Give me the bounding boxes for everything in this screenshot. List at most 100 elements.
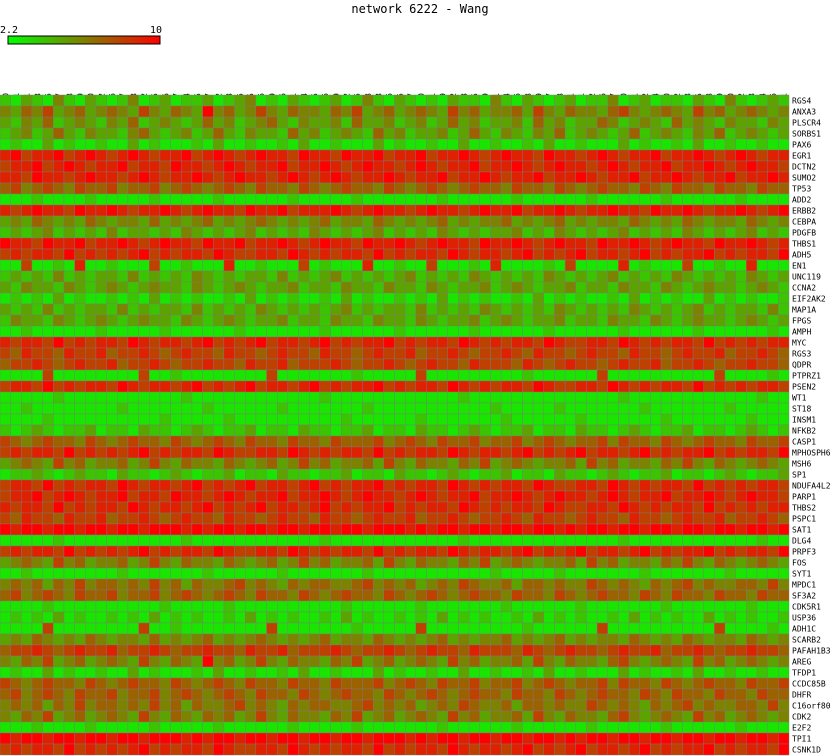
heatmap-cell (490, 567, 502, 580)
heatmap-cell (127, 248, 139, 261)
heatmap-cell (245, 116, 257, 129)
heatmap-cell (21, 204, 33, 217)
heatmap-cell (287, 215, 299, 228)
heatmap-cell (394, 325, 406, 338)
heatmap-cell (714, 182, 726, 195)
heatmap-cell (650, 237, 662, 250)
heatmap-cell (522, 567, 534, 580)
heatmap-cell (10, 468, 22, 481)
heatmap-cell (127, 622, 139, 635)
heatmap-cell (309, 512, 321, 525)
heatmap-cell (53, 589, 65, 602)
heatmap-cell (703, 303, 715, 316)
heatmap-cell (287, 556, 299, 569)
heatmap-cell (63, 325, 75, 338)
heatmap-cell (415, 479, 427, 492)
heatmap-cell (468, 116, 480, 129)
heatmap-cell (479, 127, 491, 140)
heatmap-cell (266, 732, 278, 745)
heatmap-cell (394, 721, 406, 734)
heatmap-cell (53, 490, 65, 503)
heatmap-cell (756, 138, 768, 151)
heatmap-cell (287, 655, 299, 668)
heatmap-cell (266, 424, 278, 437)
heatmap-cell (532, 446, 544, 459)
heatmap-cell (372, 534, 385, 547)
heatmap-cell (564, 336, 576, 349)
heatmap-cell (628, 204, 640, 217)
heatmap-cell (607, 545, 619, 558)
heatmap-cell (31, 600, 43, 613)
heatmap-cell (426, 259, 438, 272)
heatmap-cell (756, 457, 768, 470)
heatmap-cell (458, 182, 470, 195)
heatmap-cell (340, 446, 353, 459)
heatmap-cell (618, 325, 630, 338)
heatmap-cell (628, 226, 640, 239)
heatmap-cell (181, 644, 193, 657)
heatmap-cell (660, 358, 672, 371)
heatmap-cell (21, 578, 33, 591)
heatmap-cell (149, 347, 161, 360)
heatmap-cell (511, 292, 523, 305)
heatmap-cell (415, 501, 427, 514)
heatmap-cell (735, 105, 747, 118)
heatmap-cell (586, 149, 598, 162)
heatmap-cell (138, 611, 150, 624)
heatmap-cell (127, 655, 139, 668)
heatmap-cell (436, 303, 449, 316)
heatmap-cell (543, 402, 555, 415)
heatmap-cell (351, 325, 363, 338)
heatmap-cell (10, 490, 22, 503)
heatmap-cell (554, 424, 566, 437)
heatmap-cell (660, 600, 672, 613)
heatmap-cell (372, 281, 385, 294)
heatmap-cell (159, 336, 171, 349)
heatmap-cell (415, 435, 427, 448)
heatmap-cell (682, 611, 694, 624)
heatmap-cell (309, 314, 321, 327)
heatmap-cell (31, 402, 43, 415)
heatmap-cell (778, 314, 790, 327)
heatmap-cell (127, 292, 139, 305)
heatmap-cell (564, 182, 576, 195)
heatmap-cell (277, 424, 289, 437)
heatmap-cell (714, 633, 726, 646)
heatmap-cell (543, 479, 555, 492)
heatmap-cell (351, 116, 363, 129)
heatmap-cell (372, 171, 385, 184)
heatmap-cell (117, 347, 129, 360)
heatmap-cell (10, 446, 22, 459)
heatmap-cell (724, 281, 736, 294)
heatmap-cell (522, 666, 534, 679)
heatmap-cell (63, 721, 75, 734)
heatmap-cell (309, 578, 321, 591)
heatmap-cell (714, 413, 726, 426)
heatmap-cell (724, 545, 736, 558)
heatmap-cell (756, 446, 768, 459)
heatmap-cell (223, 600, 235, 613)
heatmap-cell (159, 292, 171, 305)
heatmap-cell (618, 281, 630, 294)
heatmap-cell (287, 567, 299, 580)
heatmap-cell (223, 534, 235, 547)
heatmap-cell (138, 633, 150, 646)
heatmap-cell (202, 193, 214, 206)
heatmap-cell (287, 732, 299, 745)
heatmap-cell (202, 204, 214, 217)
heatmap-cell (191, 336, 203, 349)
heatmap-cell (682, 699, 694, 712)
heatmap-cell (447, 490, 459, 503)
heatmap-cell (277, 644, 289, 657)
heatmap-cell (682, 512, 694, 525)
heatmap-cell (639, 336, 651, 349)
heatmap-cell (426, 666, 438, 679)
heatmap-cell (159, 545, 171, 558)
heatmap-cell (426, 710, 438, 723)
heatmap-cell (319, 732, 331, 745)
heatmap-cell (714, 457, 726, 470)
heatmap-cell (138, 402, 150, 415)
heatmap-cell (436, 512, 449, 525)
heatmap-cell (255, 589, 267, 602)
heatmap-cell (63, 358, 75, 371)
